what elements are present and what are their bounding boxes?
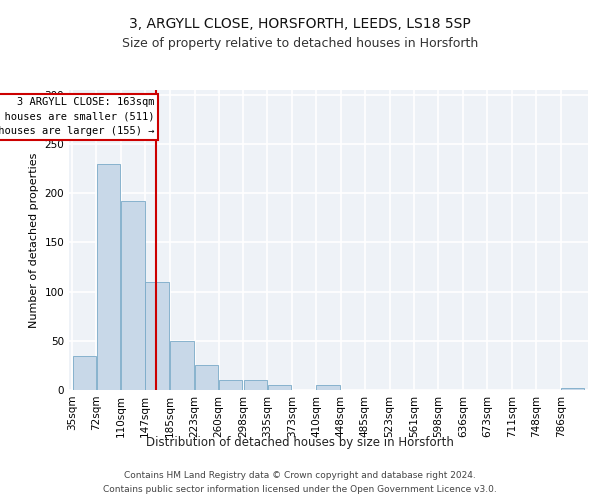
Text: Size of property relative to detached houses in Horsforth: Size of property relative to detached ho… bbox=[122, 38, 478, 51]
Bar bbox=[145, 282, 169, 390]
Bar bbox=[268, 385, 291, 390]
Text: Distribution of detached houses by size in Horsforth: Distribution of detached houses by size … bbox=[146, 436, 454, 449]
Bar bbox=[73, 356, 96, 390]
Bar bbox=[170, 341, 194, 390]
Bar bbox=[97, 164, 120, 390]
Bar bbox=[219, 380, 242, 390]
Bar bbox=[316, 385, 340, 390]
Y-axis label: Number of detached properties: Number of detached properties bbox=[29, 152, 39, 328]
Bar bbox=[561, 388, 584, 390]
Text: Contains public sector information licensed under the Open Government Licence v3: Contains public sector information licen… bbox=[103, 484, 497, 494]
Text: 3, ARGYLL CLOSE, HORSFORTH, LEEDS, LS18 5SP: 3, ARGYLL CLOSE, HORSFORTH, LEEDS, LS18 … bbox=[129, 18, 471, 32]
Bar bbox=[121, 201, 145, 390]
Bar bbox=[244, 380, 267, 390]
Bar bbox=[195, 366, 218, 390]
Text: Contains HM Land Registry data © Crown copyright and database right 2024.: Contains HM Land Registry data © Crown c… bbox=[124, 472, 476, 480]
Text: 3 ARGYLL CLOSE: 163sqm
← 76% of detached houses are smaller (511)
23% of semi-de: 3 ARGYLL CLOSE: 163sqm ← 76% of detached… bbox=[0, 97, 155, 136]
